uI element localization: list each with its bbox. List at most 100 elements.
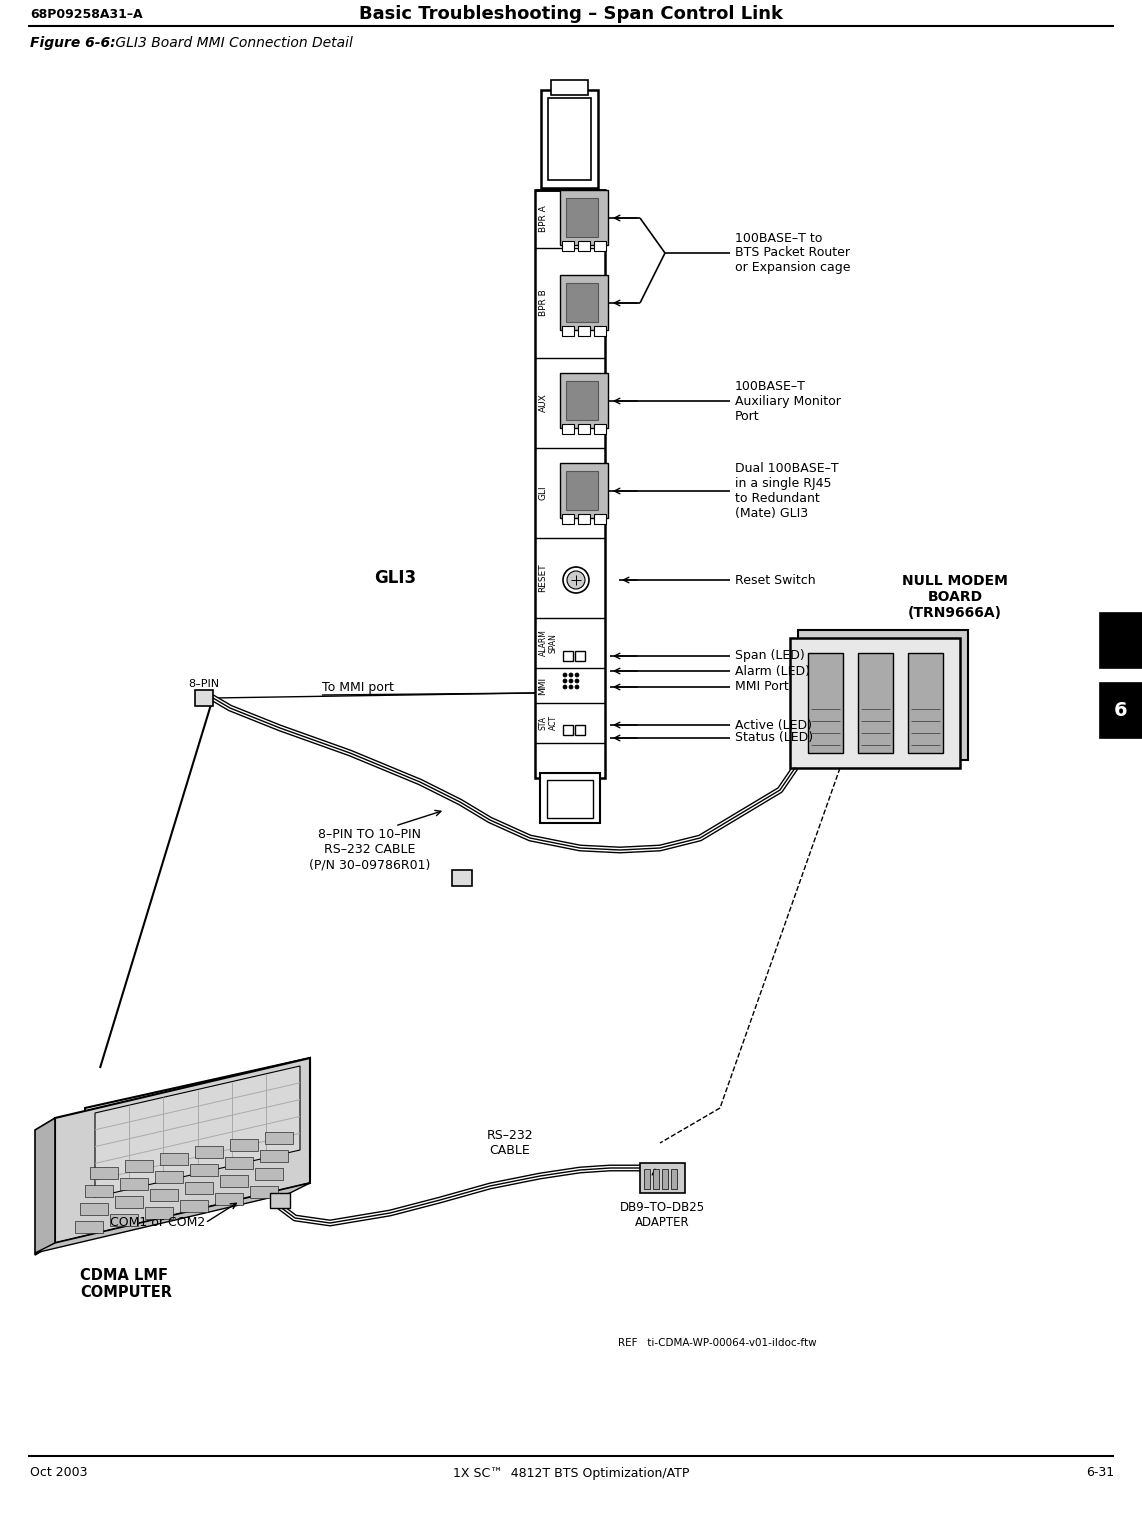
Bar bbox=[790, 638, 960, 767]
Bar bbox=[578, 241, 590, 251]
Bar bbox=[270, 1193, 290, 1207]
Circle shape bbox=[566, 571, 585, 589]
Bar bbox=[85, 1184, 113, 1197]
Text: 100BASE–T to
BTS Packet Router
or Expansion cage: 100BASE–T to BTS Packet Router or Expans… bbox=[735, 232, 851, 274]
Text: AUX: AUX bbox=[539, 394, 547, 412]
Bar bbox=[75, 1221, 103, 1233]
Bar bbox=[578, 424, 590, 434]
Bar bbox=[594, 241, 606, 251]
Bar bbox=[150, 1189, 178, 1201]
Bar bbox=[858, 654, 893, 754]
Circle shape bbox=[563, 684, 566, 689]
Bar bbox=[90, 1167, 118, 1180]
Circle shape bbox=[563, 678, 566, 683]
Text: 100BASE–T
Auxiliary Monitor
Port: 100BASE–T Auxiliary Monitor Port bbox=[735, 380, 841, 423]
Text: ACT: ACT bbox=[548, 715, 557, 731]
Bar bbox=[562, 241, 574, 251]
Bar bbox=[550, 80, 588, 95]
Bar bbox=[562, 424, 574, 434]
Bar bbox=[566, 381, 598, 420]
Bar bbox=[594, 424, 606, 434]
Text: 68P09258A31–A: 68P09258A31–A bbox=[30, 8, 143, 20]
Bar bbox=[541, 91, 598, 188]
Bar bbox=[155, 1170, 183, 1183]
Bar bbox=[671, 1169, 677, 1189]
Text: Status (LED): Status (LED) bbox=[735, 732, 813, 744]
Polygon shape bbox=[55, 1058, 309, 1243]
Text: BPR B: BPR B bbox=[539, 289, 547, 317]
Bar bbox=[560, 275, 608, 331]
Bar bbox=[160, 1154, 188, 1164]
Bar bbox=[185, 1183, 214, 1193]
Bar bbox=[560, 191, 608, 245]
Bar bbox=[576, 651, 585, 661]
Text: 6: 6 bbox=[1115, 701, 1128, 720]
Bar bbox=[560, 374, 608, 428]
Polygon shape bbox=[95, 1066, 300, 1197]
Text: RS–232
CABLE: RS–232 CABLE bbox=[486, 1129, 533, 1157]
Bar bbox=[563, 724, 573, 735]
Bar bbox=[124, 1160, 153, 1172]
Text: Dual 100BASE–T
in a single RJ45
to Redundant
(Mate) GLI3: Dual 100BASE–T in a single RJ45 to Redun… bbox=[735, 461, 838, 520]
Bar bbox=[255, 1167, 283, 1180]
Bar bbox=[548, 98, 592, 180]
Bar bbox=[180, 1200, 208, 1212]
Text: GLI: GLI bbox=[539, 486, 547, 500]
Bar bbox=[452, 871, 472, 886]
Text: 8–PIN TO 10–PIN
RS–232 CABLE
(P/N 30–09786R01): 8–PIN TO 10–PIN RS–232 CABLE (P/N 30–097… bbox=[309, 827, 431, 871]
Bar bbox=[640, 1163, 685, 1193]
Polygon shape bbox=[35, 1183, 309, 1253]
Bar bbox=[594, 326, 606, 335]
Bar bbox=[578, 326, 590, 335]
Bar bbox=[566, 283, 598, 321]
Text: Active (LED): Active (LED) bbox=[735, 718, 812, 732]
Bar bbox=[576, 724, 585, 735]
Bar bbox=[566, 471, 598, 511]
Circle shape bbox=[569, 684, 573, 689]
Bar bbox=[644, 1169, 650, 1189]
Bar bbox=[220, 1175, 248, 1187]
Bar bbox=[265, 1132, 293, 1144]
Text: RESET: RESET bbox=[539, 564, 547, 592]
Bar bbox=[563, 651, 573, 661]
Bar bbox=[195, 1146, 223, 1158]
Polygon shape bbox=[35, 1118, 55, 1255]
Text: 8–PIN: 8–PIN bbox=[188, 678, 219, 689]
Bar bbox=[195, 691, 214, 706]
Bar bbox=[1100, 614, 1142, 667]
Circle shape bbox=[569, 678, 573, 683]
Text: REF   ti-CDMA-WP-00064-v01-ildoc-ftw: REF ti-CDMA-WP-00064-v01-ildoc-ftw bbox=[618, 1338, 817, 1347]
Text: Span (LED): Span (LED) bbox=[735, 649, 805, 663]
Bar bbox=[653, 1169, 659, 1189]
Circle shape bbox=[563, 674, 566, 677]
Bar bbox=[540, 774, 600, 823]
Bar bbox=[215, 1193, 243, 1204]
Text: NULL MODEM
BOARD
(TRN9666A): NULL MODEM BOARD (TRN9666A) bbox=[902, 574, 1008, 620]
Circle shape bbox=[569, 674, 573, 677]
Circle shape bbox=[576, 684, 579, 689]
Text: MMI: MMI bbox=[539, 677, 547, 695]
Bar bbox=[562, 326, 574, 335]
Bar bbox=[260, 1150, 288, 1163]
Text: COM1 or COM2: COM1 or COM2 bbox=[110, 1217, 206, 1229]
Text: To MMI port: To MMI port bbox=[322, 681, 394, 695]
Bar bbox=[145, 1207, 172, 1220]
Bar bbox=[190, 1164, 218, 1177]
Circle shape bbox=[563, 568, 589, 594]
Text: Figure 6-6:: Figure 6-6: bbox=[30, 35, 115, 51]
Bar bbox=[80, 1203, 108, 1215]
Bar bbox=[562, 514, 574, 524]
Bar bbox=[809, 654, 843, 754]
Bar bbox=[578, 514, 590, 524]
Bar bbox=[547, 780, 593, 818]
Bar bbox=[115, 1197, 143, 1207]
Bar bbox=[534, 191, 605, 778]
Text: CDMA LMF
COMPUTER: CDMA LMF COMPUTER bbox=[80, 1267, 172, 1301]
Bar bbox=[1100, 683, 1142, 738]
Bar bbox=[798, 631, 968, 760]
Text: Reset Switch: Reset Switch bbox=[735, 574, 815, 586]
Bar bbox=[230, 1140, 258, 1150]
Text: 1X SC™  4812T BTS Optimization/ATP: 1X SC™ 4812T BTS Optimization/ATP bbox=[453, 1467, 689, 1480]
Text: GLI3: GLI3 bbox=[373, 569, 416, 588]
Bar bbox=[594, 514, 606, 524]
